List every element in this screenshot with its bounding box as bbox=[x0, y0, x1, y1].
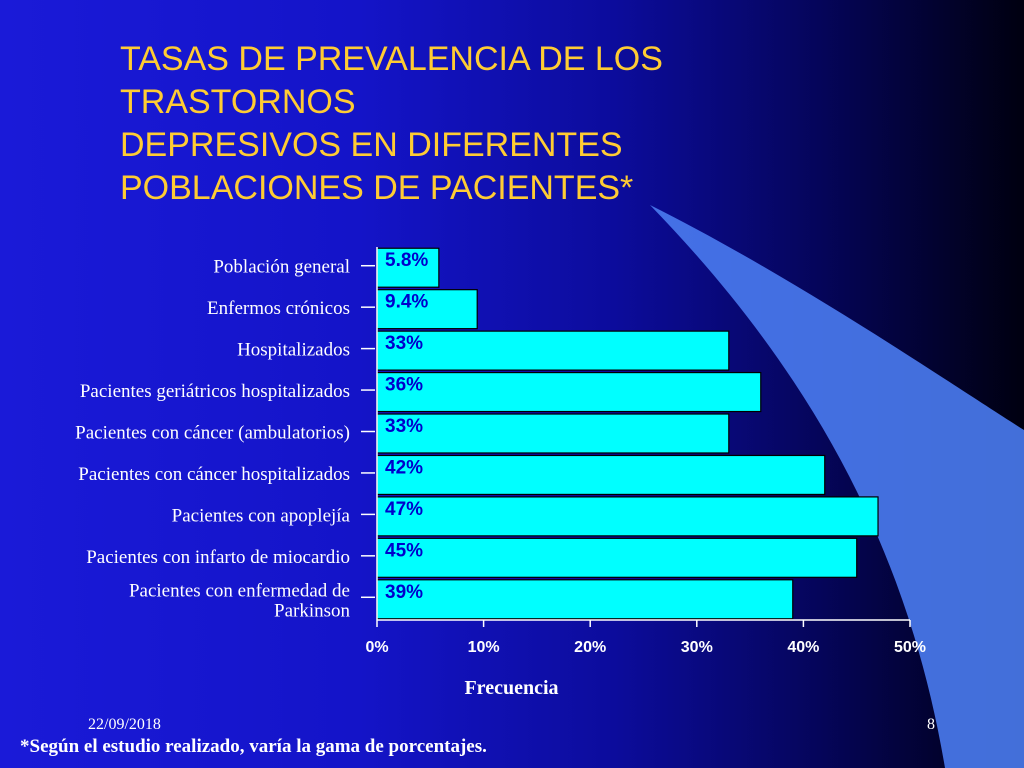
category-label: Pacientes geriátricos hospitalizados bbox=[80, 381, 350, 402]
category-label: Hospitalizados bbox=[237, 340, 350, 361]
bar bbox=[376, 371, 762, 413]
data-label: 42% bbox=[385, 457, 423, 478]
bar bbox=[376, 454, 826, 496]
bar bbox=[376, 537, 858, 578]
x-tick-label: 30% bbox=[681, 639, 713, 656]
bar bbox=[376, 496, 879, 537]
data-label: 36% bbox=[385, 375, 423, 396]
slide-title: TASAS DE PREVALENCIA DE LOS TRASTORNOS D… bbox=[120, 38, 880, 210]
category-label: Pacientes con cáncer hospitalizados bbox=[78, 464, 350, 485]
slide-date: 22/09/2018 bbox=[88, 716, 161, 733]
bar bbox=[376, 247, 440, 288]
bar bbox=[376, 289, 478, 330]
x-tick-label: 10% bbox=[468, 639, 500, 656]
category-label: Pacientes con infarto de miocardio bbox=[86, 547, 350, 568]
data-label: 9.4% bbox=[385, 292, 428, 313]
bar bbox=[376, 579, 794, 620]
bars-group: 5.8% 9.4% 33% 36% 33% 42% 47% 45% 39% bbox=[376, 247, 879, 620]
category-label: Pacientes con apoplejía bbox=[172, 505, 351, 526]
title-line: TRASTORNOS bbox=[120, 83, 356, 121]
data-label: 47% bbox=[385, 499, 423, 520]
data-label: 33% bbox=[385, 333, 423, 354]
category-label: Pacientes con cáncer (ambulatorios) bbox=[75, 423, 350, 444]
category-label: Pacientes con enfermedad de bbox=[129, 580, 350, 601]
bar bbox=[376, 330, 730, 371]
slide-footnote: *Según el estudio realizado, varía la ga… bbox=[20, 736, 487, 757]
axes: 0% 10% 20% 30% 40% 50% bbox=[361, 247, 926, 656]
x-axis-title: Frecuencia bbox=[464, 677, 558, 699]
category-label: Parkinson bbox=[274, 600, 351, 621]
bar bbox=[376, 413, 730, 454]
category-label: Población general bbox=[213, 257, 350, 278]
data-label: 33% bbox=[385, 416, 423, 437]
x-tick-label: 50% bbox=[894, 639, 926, 656]
data-label: 39% bbox=[385, 582, 423, 603]
data-label: 45% bbox=[385, 540, 423, 561]
x-tick-label: 20% bbox=[574, 639, 606, 656]
x-tick-label: 0% bbox=[365, 639, 388, 656]
category-label: Enfermos crónicos bbox=[207, 298, 350, 319]
slide-page-number: 8 bbox=[927, 716, 935, 733]
category-labels: Población general Enfermos crónicos Hospit… bbox=[75, 257, 350, 622]
title-line: POBLACIONES DE PACIENTES* bbox=[120, 169, 634, 207]
data-label: 5.8% bbox=[385, 250, 428, 271]
title-line: TASAS DE PREVALENCIA DE LOS bbox=[120, 40, 663, 78]
x-tick-label: 40% bbox=[787, 639, 819, 656]
title-line: DEPRESIVOS EN DIFERENTES bbox=[120, 126, 623, 164]
